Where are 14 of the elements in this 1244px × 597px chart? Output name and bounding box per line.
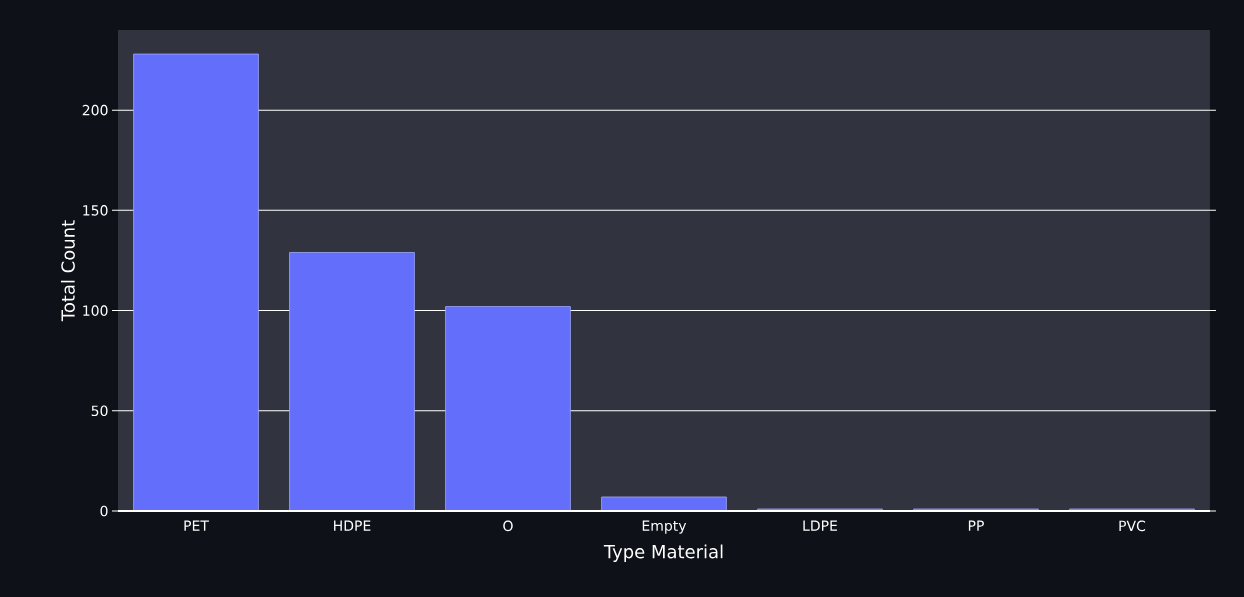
y-tick-label: 50 [91, 405, 108, 417]
x-tick-label: PET [184, 520, 209, 531]
y-tick-label: 100 [83, 305, 108, 316]
y-tick-label: 150 [83, 205, 108, 216]
x-tick-label: PP [968, 520, 984, 531]
y-tick-label: 200 [82, 104, 108, 116]
x-tick-label: Empty [642, 520, 687, 534]
x-tick-label: HDPE [334, 520, 371, 531]
x-axis-title: Type Material [603, 544, 723, 562]
y-axis-title: Total Count [60, 220, 75, 322]
x-tick-label: O [503, 520, 513, 532]
y-tick-label: 0 [100, 505, 108, 517]
x-tick-label: PVC [1119, 520, 1146, 532]
x-tick-label: LDPE [803, 520, 838, 531]
